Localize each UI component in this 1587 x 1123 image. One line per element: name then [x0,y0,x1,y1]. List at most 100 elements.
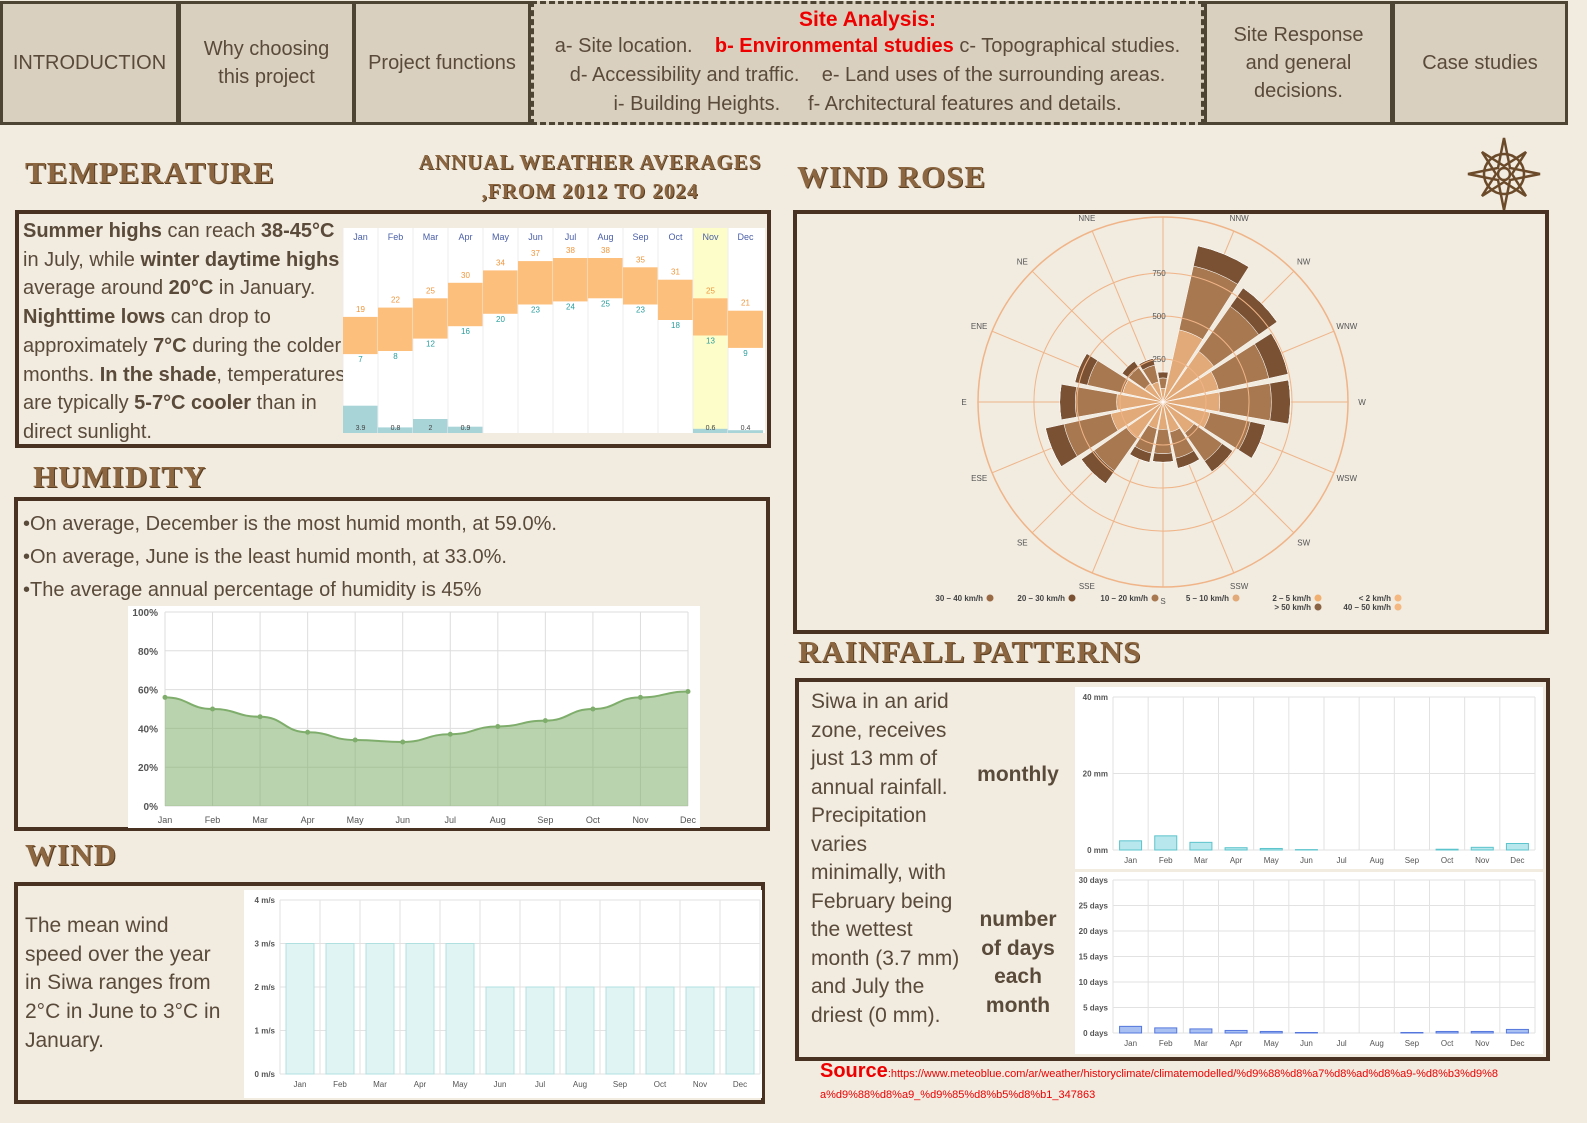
bar [1505,842,1529,851]
x-tick-label: Dec [1510,856,1524,865]
legend-swatch [1394,603,1402,611]
precipitation-bar [728,430,763,433]
low-label: 12 [426,340,435,349]
bold-text: 38-45°C [260,220,335,242]
bold-text: Nighttime lows [23,306,166,329]
month-label: Feb [388,232,404,242]
x-tick-label: Sep [1405,1039,1420,1048]
month-label: Jun [528,232,543,242]
text: average around [23,277,169,300]
precipitation-bar [448,426,483,433]
y-tick-label: 4 m/s [255,896,276,905]
bar [1154,1027,1178,1034]
rose-segment [1218,383,1272,421]
bar [525,986,555,1075]
heading: WIND [25,837,117,872]
bar [1435,1030,1459,1034]
point [162,694,168,700]
y-tick-label: 40 mm [1083,693,1108,702]
direction-label: ENE [971,322,987,331]
y-tick-label: 60% [138,686,158,697]
temp-range-bar [553,258,588,302]
x-tick-label: Jun [494,1080,507,1089]
low-label: 16 [461,327,470,336]
nav-response[interactable]: Site Response and general decisions. [1204,1,1393,125]
high-label: 38 [601,246,610,255]
legend-swatch [986,594,994,602]
x-tick-label: Apr [301,815,315,825]
legend-swatch [1314,603,1322,611]
direction-label: NNE [1078,214,1095,223]
direction-label: E [961,398,966,407]
site-item: b- Environmental studies [714,35,954,57]
nav-case-studies[interactable]: Case studies [1392,1,1568,125]
precipitation-bar [343,405,378,433]
bar [645,986,675,1075]
heading: WIND ROSE [797,159,987,194]
high-label: 19 [356,305,365,314]
bold-text: winter daytime highs [140,248,340,271]
x-tick-label: Aug [1370,856,1384,865]
x-tick-label: May [1264,856,1279,865]
text: can reach [161,220,261,242]
direction-label: NE [1017,257,1028,266]
legend-swatch [1232,594,1240,602]
source-url[interactable]: :https://www.meteoblue.com/ar/weather/hi… [820,1068,1499,1101]
nav-functions[interactable]: Project functions [353,1,531,125]
temp-range-bar [378,307,413,351]
legend-label: 20 – 30 km/h [1017,594,1065,603]
point [352,737,358,743]
r-tick-label: 750 [1152,269,1166,278]
rose-segment [1158,377,1168,389]
nav-site-analysis[interactable]: Site Analysis: a- Site location. b- Envi… [531,1,1204,125]
nav-introduction[interactable]: INTRODUCTION [0,1,179,125]
source-label: Source [820,1060,888,1082]
heading: RAINFALL PATTERNS [798,634,1142,669]
low-label: 20 [496,315,505,324]
x-tick-label: Nov [632,815,649,825]
x-tick-label: Jul [1336,856,1346,865]
direction-label: SW [1297,539,1310,548]
rose-segment [1129,454,1150,463]
rose-segment [1269,379,1291,425]
month-label: May [492,232,510,242]
x-tick-label: Dec [1510,1039,1524,1048]
x-tick-label: Nov [1475,856,1489,865]
legend-label: 5 – 10 km/h [1186,594,1229,603]
rose-segment [1074,353,1087,383]
nav-why[interactable]: Why choosing this project [178,1,355,125]
direction-label: WNW [1336,322,1357,331]
y-tick-label: 15 days [1079,953,1109,962]
rose-segment [1251,424,1266,459]
month-label: Sep [632,232,648,242]
point [210,706,216,712]
x-tick-label: Jan [158,815,173,825]
bar [1224,847,1248,851]
text: during the colder months. [23,334,342,386]
month-label: Oct [668,232,683,242]
rose-segment [1152,452,1174,463]
y-tick-label: 20 mm [1083,770,1108,779]
bar [405,943,435,1075]
x-tick-label: May [452,1080,467,1089]
high-label: 21 [741,299,750,308]
x-tick-label: Jul [535,1080,545,1089]
point [685,689,691,695]
y-tick-label: 80% [138,647,158,658]
bar [1435,848,1459,851]
y-tick-label: 0 m/s [255,1070,276,1079]
legend-label: 2 – 5 km/h [1272,594,1311,603]
x-tick-label: Oct [1441,856,1454,865]
direction-label: SE [1017,539,1028,548]
precipitation-label: 0.9 [461,425,471,432]
high-label: 38 [566,246,575,255]
x-tick-label: Sep [613,1080,628,1089]
humidity-line: •On average, December is the most humid … [23,513,557,535]
bar [1259,847,1283,851]
precipitation-label: 0.4 [741,425,751,432]
bar [1470,1030,1494,1034]
x-tick-label: Jun [1300,856,1313,865]
plot-bg [1075,687,1543,869]
text: in July, while [23,248,141,271]
point [495,723,501,729]
